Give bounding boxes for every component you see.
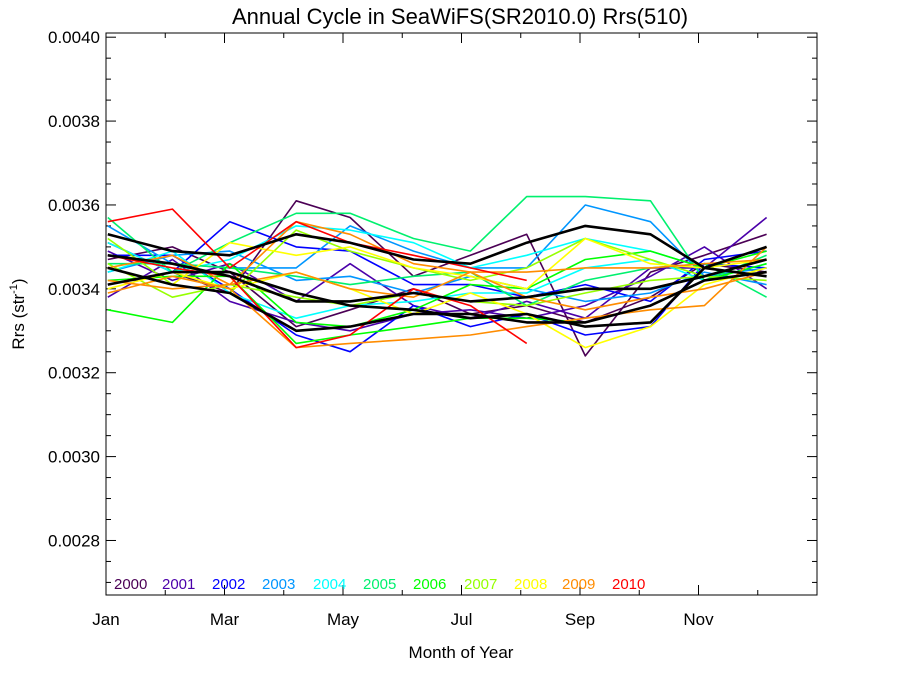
series-line-2005 bbox=[107, 195, 767, 282]
x-tick-label: Jul bbox=[451, 610, 473, 629]
y-tick-label: 0.0040 bbox=[48, 28, 100, 47]
x-tick-label: May bbox=[327, 610, 360, 629]
y-tick-label: 0.0030 bbox=[48, 448, 100, 467]
legend-label-2003: 2003 bbox=[262, 576, 295, 593]
legend-label-2006: 2006 bbox=[413, 576, 446, 593]
y-tick-label: 0.0032 bbox=[48, 364, 100, 383]
legend: 2000 2001 2002 2003 2004 2005 2006 2007 2008 2009… bbox=[114, 576, 645, 593]
series-line-2010 bbox=[107, 208, 527, 282]
legend-label-2000: 2000 bbox=[114, 576, 147, 593]
legend-label-2002: 2002 bbox=[212, 576, 245, 593]
mean-line bbox=[107, 254, 767, 303]
series-line-2001 bbox=[107, 246, 768, 332]
legend-label-2007: 2007 bbox=[464, 576, 497, 593]
series-layer bbox=[107, 195, 768, 357]
legend-label-2001: 2001 bbox=[162, 576, 195, 593]
series-line-2002 bbox=[107, 254, 767, 353]
y-tick-label: 0.0028 bbox=[48, 531, 100, 550]
series-line-2009 bbox=[107, 258, 767, 299]
plot-frame bbox=[105, 32, 818, 596]
legend-label-2008: 2008 bbox=[514, 576, 547, 593]
y-axis-label-superscript: -1 bbox=[8, 284, 20, 294]
legend-label-2009: 2009 bbox=[562, 576, 595, 593]
x-tick-label: Sep bbox=[565, 610, 595, 629]
mean-line bbox=[107, 266, 767, 328]
y-tick-label: 0.0034 bbox=[48, 280, 100, 299]
legend-label-2004: 2004 bbox=[313, 576, 346, 593]
y-axis-label-base: Rrs (str bbox=[9, 294, 28, 350]
y-tick-label: 0.0036 bbox=[48, 196, 100, 215]
legend-label-2005: 2005 bbox=[363, 576, 396, 593]
series-line-2009 bbox=[107, 220, 767, 311]
y-axis-label: Rrs (str-1) bbox=[8, 278, 28, 349]
chart-title: Annual Cycle in SeaWiFS(SR2010.0) Rrs(51… bbox=[232, 4, 688, 29]
series-line-2008 bbox=[107, 237, 767, 290]
series-line-2010 bbox=[107, 254, 528, 349]
series-line-2009 bbox=[107, 246, 768, 349]
mean-lines bbox=[107, 224, 768, 333]
mean-line bbox=[107, 224, 768, 270]
y-tick-label: 0.0038 bbox=[48, 112, 100, 131]
x-tick-label: Jan bbox=[92, 610, 119, 629]
legend-label-2010: 2010 bbox=[612, 576, 645, 593]
x-tick-label: Nov bbox=[683, 610, 714, 629]
y-axis-label-close: ) bbox=[9, 278, 28, 284]
x-axis-label: Month of Year bbox=[409, 643, 514, 662]
series-line-2000 bbox=[107, 200, 767, 357]
x-tick-label: Mar bbox=[210, 610, 240, 629]
x-axis-ticks: Jan Mar May Jul Sep Nov bbox=[92, 33, 818, 629]
y-axis-ticks: 0.0028 0.0030 0.0032 0.0034 0.0036 0.0038 0.00… bbox=[48, 28, 817, 583]
